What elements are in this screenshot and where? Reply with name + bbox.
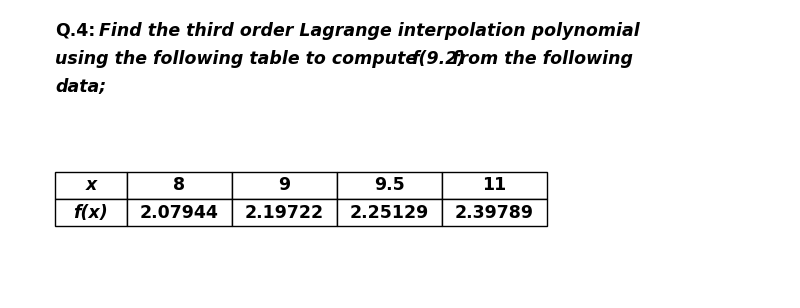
Bar [55, 172, 127, 199]
Text: f(x): f(x) [74, 204, 108, 221]
Text: from the following: from the following [452, 50, 633, 68]
Text: 8: 8 [174, 176, 186, 194]
Text: data;: data; [55, 78, 106, 96]
Bar [232, 199, 337, 226]
Text: Find the third order Lagrange interpolation polynomial: Find the third order Lagrange interpolat… [99, 22, 640, 40]
Text: 2.07944: 2.07944 [140, 204, 219, 221]
Text: 2.19722: 2.19722 [245, 204, 324, 221]
Bar [337, 199, 442, 226]
Bar [127, 172, 232, 199]
Text: 11: 11 [482, 176, 506, 194]
Bar [232, 172, 337, 199]
Bar [337, 172, 442, 199]
Text: 2.25129: 2.25129 [350, 204, 429, 221]
Bar [127, 199, 232, 226]
Text: Q.4:: Q.4: [55, 22, 95, 40]
Text: f(9.2): f(9.2) [411, 50, 466, 68]
Bar [442, 199, 547, 226]
Text: using the following table to compute: using the following table to compute [55, 50, 423, 68]
Text: 9: 9 [278, 176, 290, 194]
Bar [442, 172, 547, 199]
Text: x: x [86, 176, 97, 194]
Text: 9.5: 9.5 [374, 176, 405, 194]
Text: 2.39789: 2.39789 [455, 204, 534, 221]
Bar [55, 199, 127, 226]
